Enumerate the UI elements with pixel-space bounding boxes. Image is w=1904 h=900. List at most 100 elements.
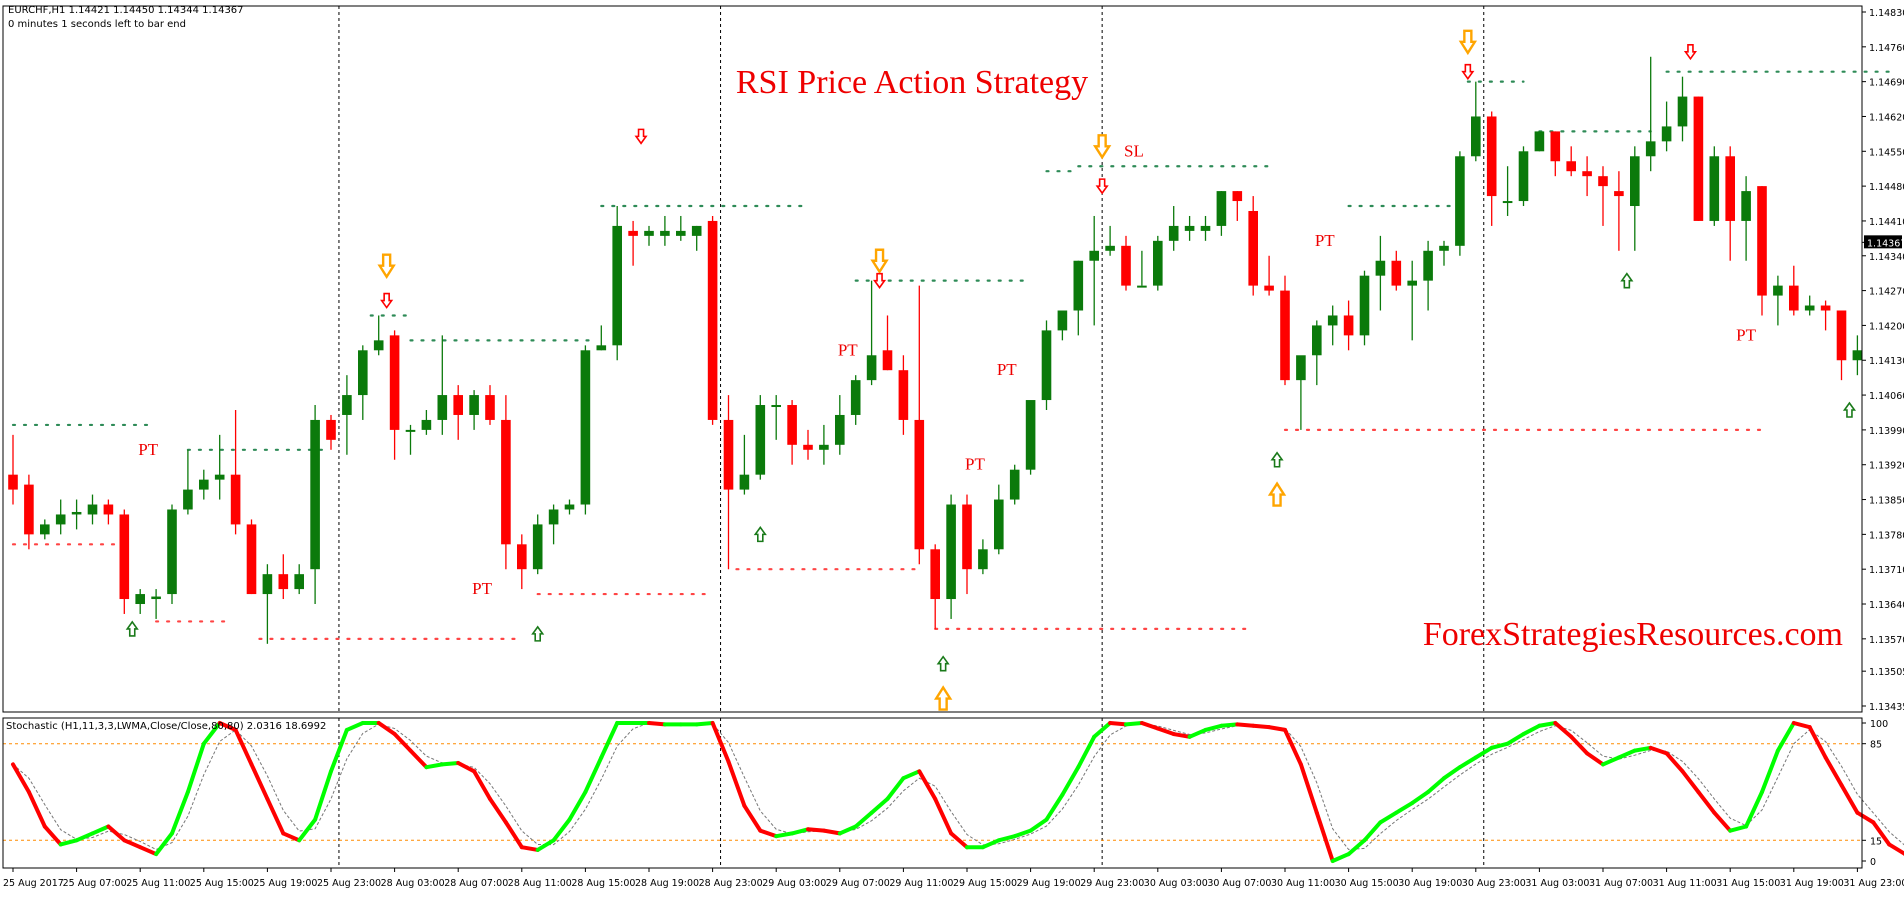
current-price-box [1864,235,1902,249]
stochastic-main-down-segment [1712,810,1733,833]
candle-bear [787,405,797,445]
stochastic-main-up-segment [1775,721,1796,753]
stochastic-main-down-segment [917,769,938,801]
stochastic-main-down-segment [281,831,302,843]
time-tick-label: 28 Aug 15:00 [571,878,635,889]
candle-bull [1709,156,1720,221]
candle-bear [485,395,495,420]
stochastic-main-up-segment [313,769,333,822]
stochastic-main-up-segment [1601,755,1621,767]
down-arrow-icon [1095,178,1109,195]
stochastic-main-up-segment [1394,801,1415,815]
time-tick-label: 30 Aug 03:00 [1144,878,1208,889]
stochastic-main-down-segment [1807,725,1828,760]
stochastic-main-up-segment [185,741,206,794]
candle-bear [962,504,972,570]
stochastic-main-up-segment [551,817,572,843]
current-price-label: 1.14367 [1867,238,1904,249]
candle-bear [898,370,909,420]
price-tick-label: 1.13710 [1869,565,1904,576]
stochastic-main-up-segment [297,817,318,843]
stochastic-main-up-segment [170,790,190,836]
candle-bear [1582,171,1592,177]
candle-bear [8,474,18,490]
candle-bear [628,230,638,236]
candle-bear [119,514,130,600]
candle-bull [946,504,956,600]
stochastic-main-up-segment [1219,722,1240,728]
candle-bull [1630,156,1640,207]
price-tick-label: 1.14480 [1869,182,1904,193]
stochastic-main-down-segment [138,845,159,857]
candle-bull [1645,141,1656,157]
profit-target-label: PT [965,455,985,474]
candle-bull [1455,156,1465,246]
stochastic-main-up-segment [996,834,1017,843]
candle-bear [246,524,257,595]
candle-bull [596,345,607,351]
candle-bear [1693,96,1704,221]
stochastic-main-up-segment [1632,745,1653,753]
stochastic-main-up-segment [329,727,349,774]
up-arrow-icon [531,625,545,642]
up-arrow-icon [1842,401,1857,418]
stochastic-main-down-segment [1791,721,1812,730]
candle-bull [1168,225,1179,241]
time-tick-label: 29 Aug 23:00 [1080,878,1144,889]
stochastic-main-down-segment [392,732,413,753]
stochastic-tick-label: 100 [1870,719,1888,730]
price-tick-label: 1.14690 [1869,78,1904,89]
candle-bull [310,419,320,570]
candle-bull [1216,191,1227,226]
candle-bear [1836,310,1847,361]
candle-bull [676,230,686,236]
symbol-header: EURCHF,H1 1.14421 1.14450 1.14344 1.1436… [8,5,244,16]
candle-bull [1502,201,1513,204]
price-tick-label: 1.14620 [1869,112,1904,123]
candle-bull [1137,285,1147,288]
candle-bear [389,335,400,430]
candle-bear [803,444,813,450]
stochastic-main-up-segment [1378,810,1399,825]
candle-bull [1423,250,1433,281]
stochastic-main-up-segment [1760,748,1780,794]
stochastic-main-up-segment [1744,790,1764,829]
candle-bull [1773,285,1783,296]
price-tick-label: 1.13570 [1869,635,1904,646]
candle-bull [660,230,670,236]
stochastic-main-down-segment [408,748,429,770]
candle-bear [914,419,925,550]
candle-bull [40,524,50,535]
candle-bull [167,509,177,595]
candle-bull [739,474,750,490]
candle-bull [644,230,654,236]
stochastic-main-up-segment [1489,741,1510,750]
time-tick-label: 31 Aug 07:00 [1589,878,1653,889]
down-arrow-icon [1092,134,1112,160]
candle-bull [564,504,575,510]
profit-target-label: PT [838,340,858,359]
time-tick-label: 30 Aug 15:00 [1335,878,1399,889]
stochastic-main-up-segment [885,776,906,801]
stochastic-main-down-segment [647,721,667,727]
time-tick-label: 28 Aug 03:00 [381,878,445,889]
price-tick-label: 1.14060 [1869,391,1904,402]
time-tick-label: 25 Aug 2017 [3,878,64,889]
stochastic-main-down-segment [26,790,47,829]
candle-bear [1614,191,1624,197]
candle-bull [1327,315,1338,326]
down-arrow-icon [872,272,887,290]
time-tick-label: 30 Aug 07:00 [1207,878,1271,889]
stochastic-main-down-segment [1680,769,1701,794]
grid-layer [338,6,1485,868]
up-arrow-icon [125,620,139,637]
price-tick-label: 1.14410 [1869,217,1904,228]
candle-bull [469,395,479,415]
stochastic-main-down-segment [519,845,540,852]
candle-bull [1741,191,1751,221]
time-tick-label: 31 Aug 23:00 [1843,878,1904,889]
candle-bull [1025,400,1036,470]
stochastic-main-down-segment [1569,734,1590,756]
